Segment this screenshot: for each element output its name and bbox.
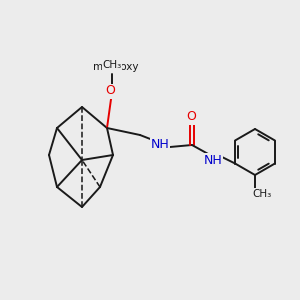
- Text: methoxy: methoxy: [93, 62, 139, 72]
- Text: NH: NH: [151, 139, 169, 152]
- Text: O: O: [105, 85, 115, 98]
- Text: O: O: [186, 110, 196, 124]
- Text: CH₃: CH₃: [252, 189, 272, 199]
- Text: CH₃: CH₃: [102, 60, 122, 70]
- Text: NH: NH: [204, 154, 222, 166]
